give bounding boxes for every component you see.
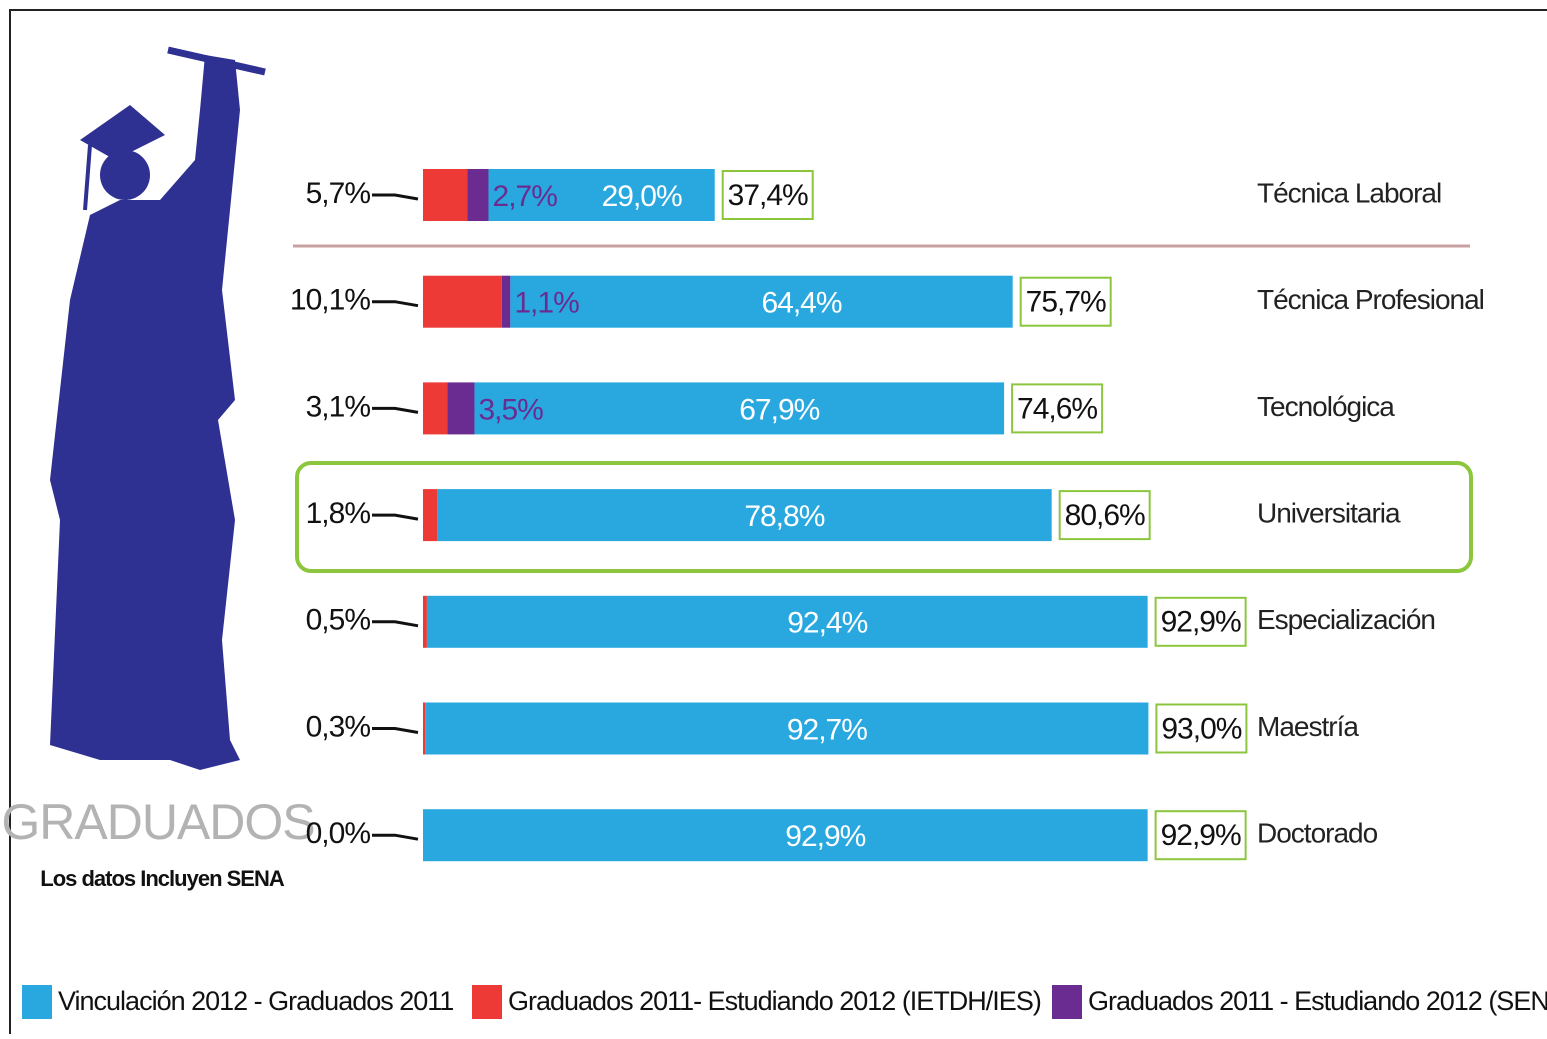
total-label: 80,6% <box>1065 499 1145 532</box>
total-label: 92,9% <box>1161 606 1241 639</box>
bar-segment <box>423 489 437 541</box>
legend-label: Graduados 2011 - Estudiando 2012 (SENA) <box>1088 986 1547 1016</box>
bar-segment <box>502 276 511 328</box>
value-label: 2,7% <box>493 180 558 213</box>
bar-segment <box>423 703 425 755</box>
total-label: 92,9% <box>1161 819 1241 852</box>
bar-segment <box>423 596 427 648</box>
connector <box>372 835 418 839</box>
bar-segment <box>423 276 502 328</box>
value-label: 0,5% <box>306 604 371 637</box>
category-label: Tecnológica <box>1257 391 1395 422</box>
category-label: Técnica Laboral <box>1257 177 1441 208</box>
bar-segment <box>447 382 474 434</box>
legend-swatch <box>1052 985 1082 1019</box>
graduate-figure <box>50 50 265 770</box>
value-label: 67,9% <box>739 393 819 426</box>
value-label: 0,0% <box>306 817 371 850</box>
category-label: Técnica Profesional <box>1257 284 1484 315</box>
chart: GRADUADOS Los datos Incluyen SENA 5,7% 2,… <box>0 0 1547 1034</box>
bar-segment <box>423 169 467 221</box>
value-label: 92,7% <box>787 713 867 746</box>
value-label: 64,4% <box>761 287 841 320</box>
value-label: 5,7% <box>306 177 371 210</box>
value-label: 3,5% <box>478 393 543 426</box>
value-label: 10,1% <box>290 284 370 317</box>
category-label: Doctorado <box>1257 818 1378 849</box>
total-label: 37,4% <box>728 179 808 212</box>
connector <box>372 515 418 519</box>
legend-label: Vinculación 2012 - Graduados 2011 <box>58 986 453 1016</box>
category-label: Especialización <box>1257 604 1435 635</box>
bar-segment <box>467 169 488 221</box>
total-label: 74,6% <box>1017 392 1097 425</box>
subtitle: Los datos Incluyen SENA <box>40 866 285 891</box>
value-label: 29,0% <box>602 180 682 213</box>
bar-segment <box>423 382 447 434</box>
legend-swatch <box>22 985 52 1019</box>
connector <box>372 729 418 733</box>
title: GRADUADOS <box>1 794 314 850</box>
value-label: 92,4% <box>787 607 867 640</box>
value-label: 92,9% <box>785 820 865 853</box>
value-label: 1,8% <box>306 497 371 530</box>
legend-label: Graduados 2011- Estudiando 2012 (IETDH/I… <box>508 986 1041 1016</box>
category-label: Universitaria <box>1257 497 1401 528</box>
category-label: Maestría <box>1257 711 1359 742</box>
value-label: 1,1% <box>514 287 579 320</box>
value-label: 0,3% <box>306 710 371 743</box>
connector <box>372 622 418 626</box>
connector <box>372 302 418 306</box>
value-label: 3,1% <box>306 390 371 423</box>
total-label: 93,0% <box>1161 712 1241 745</box>
total-label: 75,7% <box>1026 286 1106 319</box>
value-label: 78,8% <box>744 500 824 533</box>
legend-swatch <box>472 985 502 1019</box>
connector <box>372 408 418 412</box>
connector <box>372 195 418 199</box>
